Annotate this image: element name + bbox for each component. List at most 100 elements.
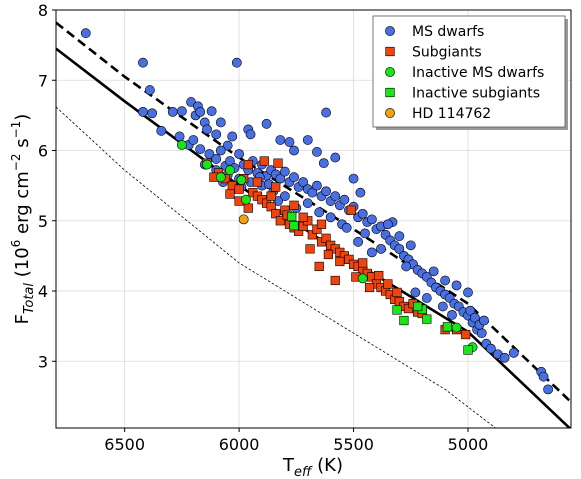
inactive-subgiants-point	[422, 314, 432, 324]
legend-label: MS dwarfs	[412, 24, 484, 40]
y-axis-title-unit-b: erg cm	[12, 171, 33, 239]
ms-dwarfs-point	[330, 152, 341, 163]
y-tick-label: 6	[38, 142, 48, 161]
ms-dwarfs-point	[451, 280, 462, 291]
subgiants-point	[305, 244, 315, 254]
inactive-subgiants-point	[289, 221, 299, 231]
ms-dwarfs-point	[289, 145, 299, 156]
ms-dwarfs-point	[211, 129, 222, 140]
ms-dwarfs-point	[195, 144, 206, 154]
subgiants-point	[243, 159, 253, 170]
subgiants-point	[275, 216, 285, 226]
ms-dwarfs-point	[348, 173, 359, 184]
subgiants-point	[374, 270, 384, 281]
subgiants-point	[461, 329, 471, 340]
plot-frame	[55, 9, 572, 429]
x-tick-label: 5500	[333, 435, 374, 454]
ms-dwarfs-point	[428, 266, 439, 277]
inactive-subgiants-point	[392, 305, 402, 315]
ms-dwarfs-point	[174, 131, 185, 142]
inactive-ms-dwarfs-point	[451, 322, 462, 333]
ms-dwarfs-point	[405, 240, 416, 251]
ms-dwarfs-point	[394, 231, 405, 242]
ms-dwarfs-point	[222, 140, 233, 151]
ms-dwarfs-point	[463, 287, 473, 298]
x-axis-ticks: 6500 6000 5500 5000	[104, 428, 488, 454]
inactive-ms-dwarfs-point	[357, 273, 368, 284]
ms-dwarfs-point	[298, 177, 309, 188]
legend-marker	[385, 46, 395, 57]
ms-dwarfs-point	[138, 106, 148, 117]
ms-dwarfs-point	[312, 180, 322, 191]
y-axis-title: FTotal (106 erg cm−2 s−1)	[9, 114, 37, 325]
subgiants-point	[234, 184, 244, 194]
inactive-ms-dwarfs-point	[202, 159, 212, 170]
ms-dwarfs-point	[325, 212, 336, 223]
ms-dwarfs-point	[341, 222, 352, 233]
x-axis-title-main: T	[282, 455, 295, 476]
subgiants-point	[271, 182, 281, 192]
inactive-ms-dwarfs-point	[225, 165, 235, 176]
y-axis-title-unit-a: (10	[12, 247, 33, 283]
data-points	[80, 28, 554, 395]
inactive-ms-dwarfs-point	[176, 139, 187, 150]
ms-dwarfs-point	[376, 243, 386, 254]
inactive-subgiants-point	[463, 345, 473, 355]
ms-dwarfs-point	[421, 293, 432, 303]
ms-dwarfs-point	[234, 149, 245, 159]
subgiants-point	[358, 258, 368, 268]
ms-dwarfs-point	[312, 147, 322, 157]
subgiants-point	[252, 177, 263, 187]
subgiants-point	[298, 212, 308, 222]
ms-dwarfs-point	[538, 371, 549, 382]
y-tick-label: 7	[38, 71, 48, 90]
ms-dwarfs-point	[307, 187, 318, 198]
subgiants-point	[289, 200, 299, 210]
x-tick-label: 5000	[448, 435, 489, 454]
ms-dwarfs-point	[202, 124, 212, 135]
ms-dwarfs-point	[401, 261, 412, 272]
x-tick-label: 6500	[104, 435, 145, 454]
ms-dwarfs-point	[339, 194, 350, 205]
ms-dwarfs-point	[440, 275, 451, 286]
subgiants-point	[273, 158, 283, 168]
ms-dwarfs-point	[321, 107, 331, 118]
y-tick-label: 8	[38, 1, 48, 20]
ms-dwarfs-point	[231, 57, 242, 68]
inactive-ms-dwarfs-point	[241, 194, 251, 205]
inactive-ms-dwarfs-point	[236, 175, 247, 185]
y-axis-title-sup-a: 6	[9, 240, 23, 248]
ms-dwarfs-point	[543, 384, 554, 395]
ms-dwarfs-point	[275, 135, 286, 145]
ms-dwarfs-point	[80, 28, 91, 39]
ms-dwarfs-point	[476, 328, 487, 339]
ms-dwarfs-point	[147, 108, 158, 119]
ms-dwarfs-point	[410, 287, 421, 298]
x-axis-title-sub: eff	[294, 465, 313, 479]
inactive-subgiants-point	[413, 301, 423, 312]
subgiants-point	[392, 287, 402, 298]
legend-marker	[385, 87, 395, 98]
y-axis-title-unit-c: s	[12, 138, 33, 153]
subgiants-point	[316, 219, 327, 229]
subgiants-point	[335, 256, 345, 267]
inactive-ms-dwarfs-point	[215, 172, 226, 183]
ms-dwarfs-point	[167, 106, 178, 117]
ms-dwarfs-point	[355, 187, 366, 198]
ms-dwarfs-point	[357, 208, 368, 219]
subgiants-point	[330, 275, 340, 286]
ms-dwarfs-point	[318, 158, 329, 169]
ms-dwarfs-point	[321, 186, 331, 197]
ms-dwarfs-point	[144, 85, 155, 95]
ms-dwarfs-point	[508, 347, 519, 358]
legend-marker	[385, 67, 395, 77]
ms-dwarfs-point	[353, 236, 364, 247]
ms-dwarfs-point	[314, 207, 325, 218]
ms-dwarfs-point	[188, 135, 199, 145]
ms-dwarfs-point	[215, 117, 226, 128]
ms-dwarfs-point	[360, 228, 370, 239]
ms-dwarfs-point	[206, 106, 217, 117]
ms-dwarfs-point	[138, 57, 148, 68]
subgiants-point	[259, 156, 269, 166]
legend: MS dwarfs Subgiants Inactive MS dwarfs Inac…	[372, 15, 568, 130]
